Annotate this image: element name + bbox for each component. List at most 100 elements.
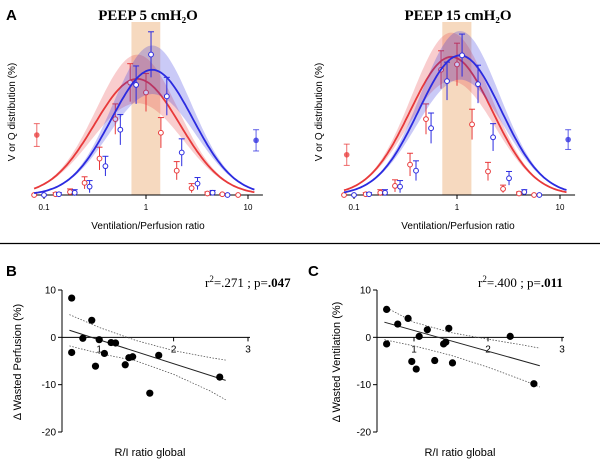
red-data-point: [407, 161, 413, 168]
blue-confidence-band: [52, 45, 238, 190]
stats-annotation: r2=.271 ; p=.047: [205, 274, 291, 290]
data-point: [121, 361, 129, 369]
blue-confidence-band: [362, 31, 550, 187]
data-point: [445, 324, 453, 332]
data-point: [155, 351, 163, 359]
data-point: [394, 320, 402, 328]
x-axis-label: R/I ratio global: [115, 447, 186, 459]
data-point: [530, 380, 538, 388]
blue-data-point: [209, 189, 216, 196]
red-fit-curve: [343, 55, 567, 194]
panel-label-c: C: [308, 263, 319, 280]
x-tick-label: 10: [556, 203, 565, 212]
y-tick-label: -20: [357, 428, 372, 439]
red-data-point: [96, 155, 103, 162]
x-tick-label: 2: [171, 344, 177, 355]
chart-title: PEEP 5 cmH₂O: [98, 8, 198, 24]
y-axis-label: V or Q distribution (%): [314, 63, 325, 161]
data-point: [415, 332, 423, 340]
red-data-point: [112, 116, 119, 122]
x-tick-label: 3: [559, 344, 565, 355]
red-data-point: [516, 190, 522, 197]
y-tick-label: -10: [42, 380, 57, 391]
data-point: [408, 357, 416, 366]
blue-data-point: [459, 52, 465, 59]
red-data-point: [392, 182, 398, 189]
blue-data-point: [86, 183, 93, 190]
red-data-point: [188, 185, 195, 192]
y-axis-label: V or Q distribution (%): [7, 63, 18, 161]
data-point: [129, 353, 137, 361]
blue-data-point: [117, 126, 124, 133]
red-data-point: [341, 192, 347, 198]
x-tick-label: 1: [411, 344, 417, 355]
data-point: [88, 316, 96, 324]
red-data-point: [500, 186, 506, 192]
blue-data-point: [194, 180, 201, 187]
x-tick-label: 1: [96, 344, 102, 355]
x-tick-label: 3: [245, 344, 251, 355]
ci-upper-curve: [384, 306, 540, 349]
y-tick-label: 0: [50, 333, 56, 344]
blue-data-point: [224, 192, 231, 198]
red-data-point: [173, 167, 180, 174]
data-point: [506, 332, 514, 340]
blue-data-point: [71, 189, 78, 196]
blue-data-point: [536, 192, 543, 198]
chart-peep5: PEEP 5 cmH₂O Ventilation/Perfusion ratio…: [7, 8, 263, 232]
red-data-point: [485, 168, 491, 175]
data-point: [383, 305, 391, 314]
data-point: [216, 373, 224, 381]
red-data-point: [204, 190, 211, 197]
data-point: [95, 336, 103, 344]
blue-data-point: [506, 175, 512, 182]
chart-title: PEEP 15 cmH₂O: [405, 8, 512, 24]
blue-data-point: [382, 189, 388, 196]
red-shunt-point: [343, 151, 350, 158]
x-axis-label: R/I ratio global: [425, 447, 496, 459]
x-tick-label: 0.1: [38, 203, 50, 212]
y-tick-label: 0: [365, 333, 371, 344]
x-tick-label: 1: [455, 203, 460, 212]
y-tick-label: -20: [42, 428, 57, 439]
data-point: [146, 389, 154, 397]
x-tick-label: 1: [144, 203, 149, 212]
regression-line: [384, 321, 540, 367]
regression-line: [69, 329, 226, 381]
data-point: [383, 340, 391, 348]
y-axis-label: Δ Wasted Perfusion (%): [12, 304, 24, 420]
blue-data-point: [397, 183, 403, 190]
y-tick-label: -10: [357, 380, 372, 391]
data-point: [448, 359, 457, 367]
chart-peep15: PEEP 15 cmH₂O Ventilation/Perfusion rati…: [314, 8, 576, 232]
stats-annotation: r2=.400 ; p=.011: [478, 274, 563, 290]
ci-lower-curve: [384, 339, 540, 388]
panel-label-b: B: [6, 263, 17, 280]
blue-data-point: [490, 134, 496, 141]
blue-data-point: [521, 189, 528, 195]
blue-data-point: [133, 82, 140, 88]
red-data-point: [158, 129, 164, 136]
red-data-point: [423, 116, 429, 122]
y-axis-label: Δ Wasted Ventilation (%): [331, 302, 343, 423]
red-data-point: [143, 89, 149, 96]
data-point: [442, 338, 450, 346]
blue-data-point: [148, 51, 154, 58]
blue-data-point: [444, 78, 450, 85]
ci-lower-curve: [69, 345, 226, 401]
blue-data-point: [413, 167, 419, 174]
blue-fit-curve: [33, 68, 255, 194]
x-axis-label: Ventilation/Perfusion ratio: [401, 221, 515, 232]
x-tick-label: 2: [485, 344, 491, 355]
blue-shunt-point: [565, 136, 571, 143]
panel-label-a: A: [6, 7, 17, 24]
blue-data-point: [102, 163, 109, 170]
blue-data-point: [56, 191, 62, 198]
red-data-point: [81, 179, 88, 186]
blue-data-point: [366, 191, 372, 198]
data-point: [423, 326, 431, 334]
y-tick-label: 10: [45, 286, 57, 297]
blue-shunt-point: [253, 137, 259, 144]
data-point: [91, 362, 100, 370]
data-point: [68, 348, 76, 357]
